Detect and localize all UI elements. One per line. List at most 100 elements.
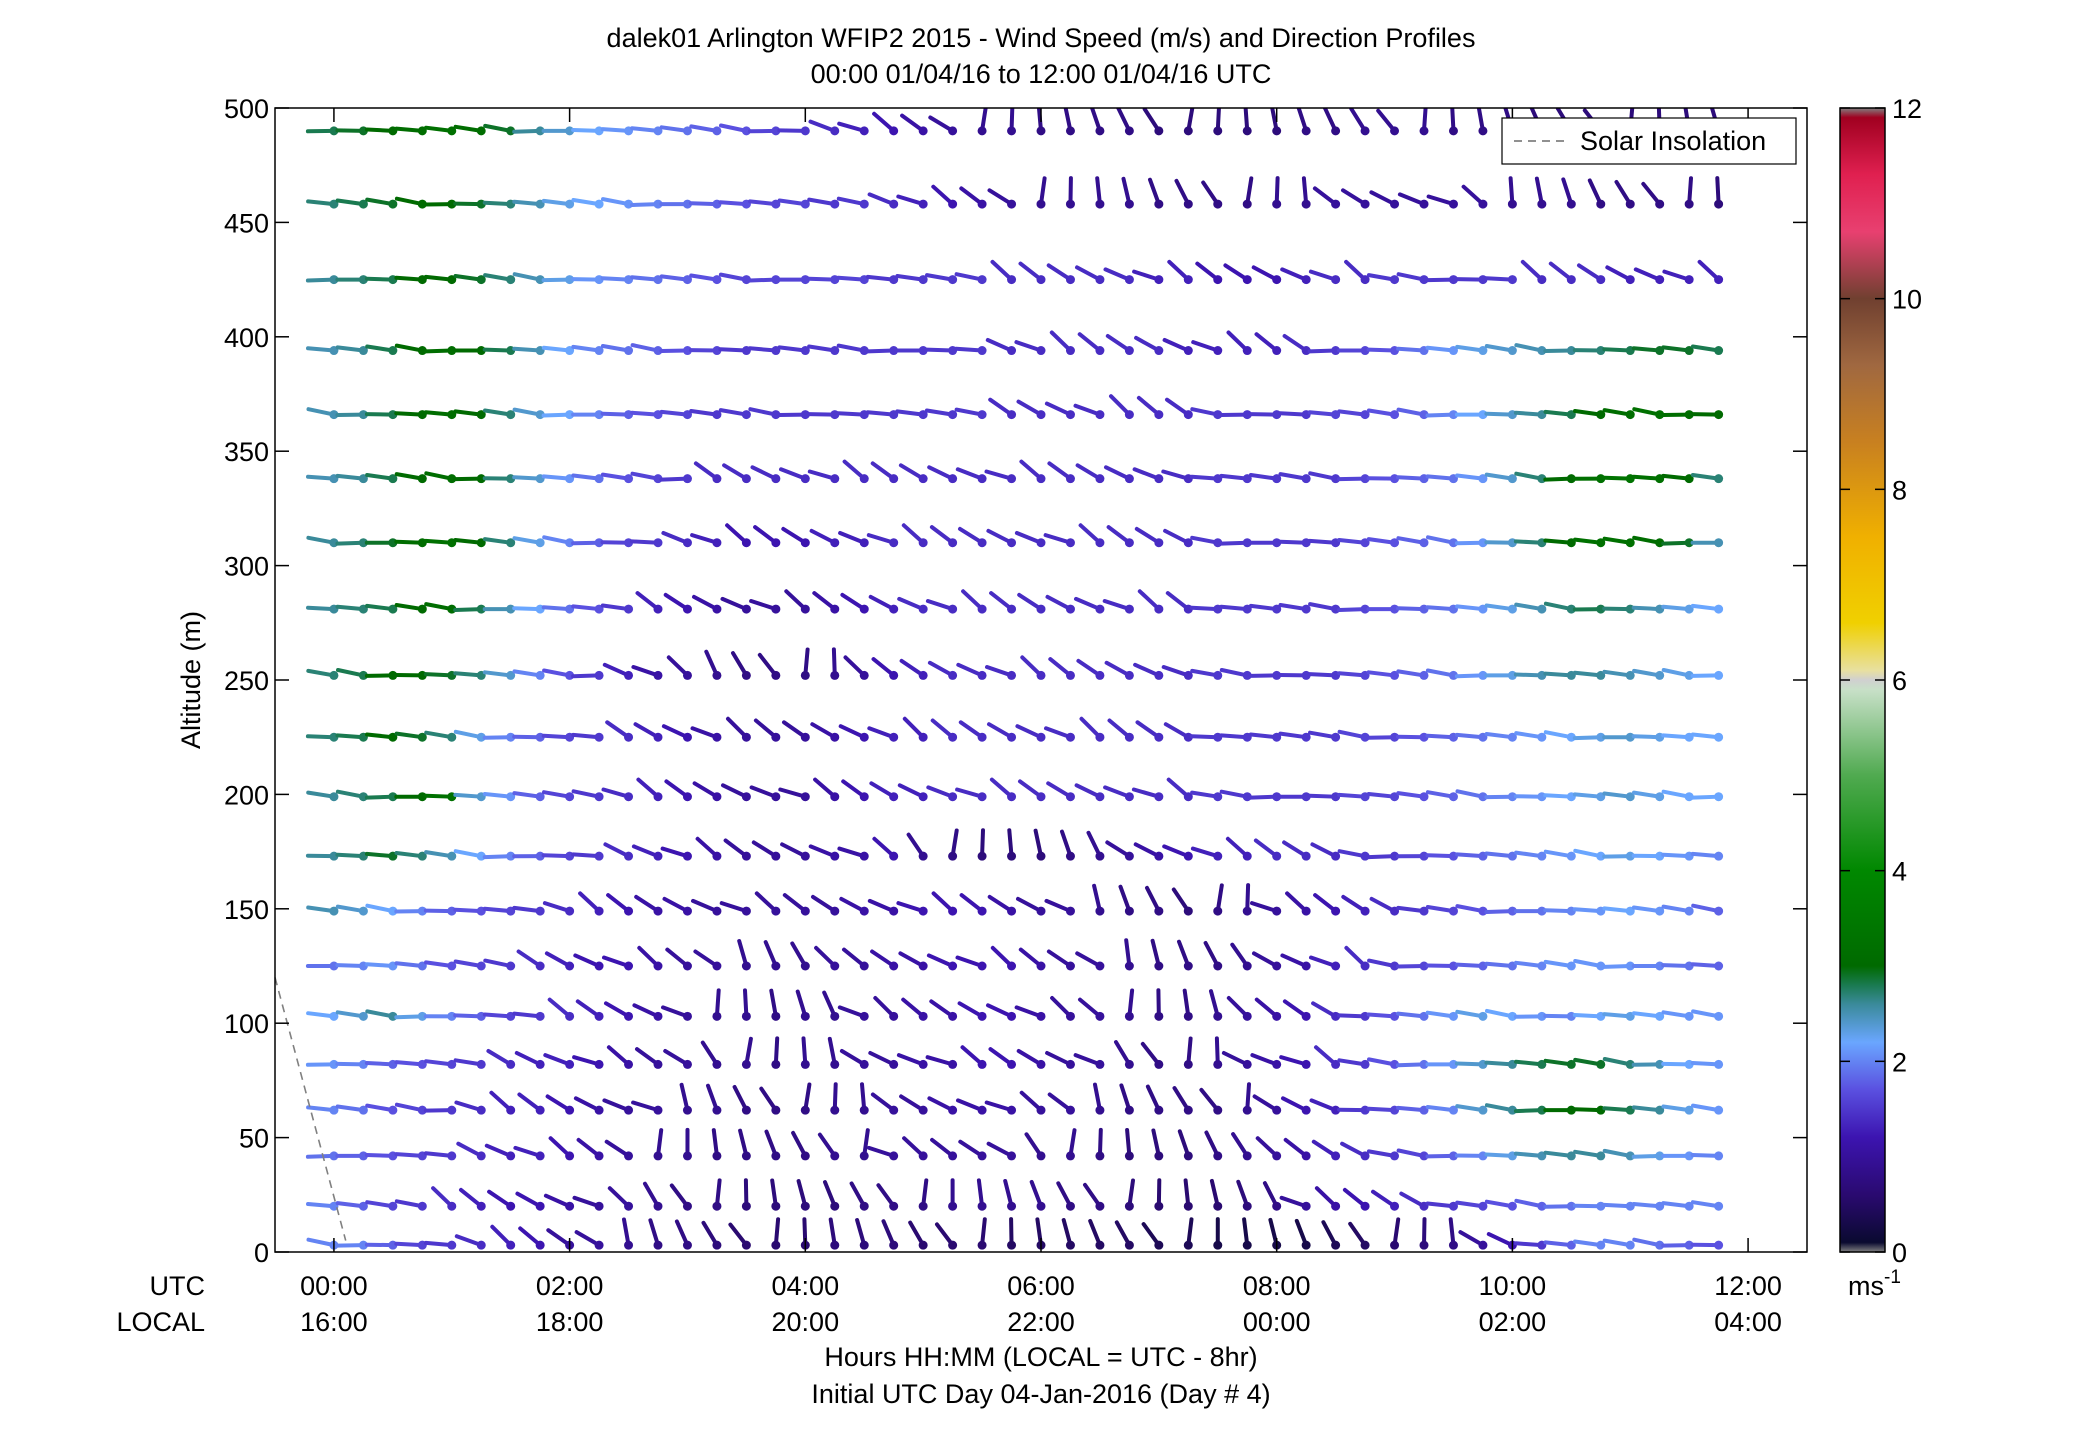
wind-barb-dot bbox=[1095, 1202, 1104, 1211]
wind-barb-dot bbox=[712, 852, 721, 861]
wind-barb-dot bbox=[1125, 852, 1134, 861]
wind-barb-dot bbox=[1095, 1151, 1104, 1160]
y-tick-label: 100 bbox=[224, 1009, 269, 1039]
wind-barb-dot bbox=[801, 1060, 810, 1069]
wind-barb-dot bbox=[1243, 1202, 1252, 1211]
wind-barb-dot bbox=[1213, 1060, 1222, 1069]
wind-barb-dot bbox=[1037, 605, 1046, 614]
wind-barb-dot bbox=[624, 671, 633, 680]
wind-barb-dot bbox=[683, 907, 692, 916]
wind-barb-dot bbox=[683, 1241, 692, 1250]
wind-barb-dot bbox=[860, 605, 869, 614]
wind-barb-dot bbox=[801, 538, 810, 547]
y-tick-label: 250 bbox=[224, 666, 269, 696]
wind-barb-dot bbox=[1066, 1060, 1075, 1069]
wind-barb-dot bbox=[830, 1106, 839, 1115]
wind-barb-dot bbox=[860, 733, 869, 742]
wind-barb-dot bbox=[1331, 200, 1340, 209]
wind-barb-dot bbox=[1243, 1151, 1252, 1160]
wind-barb-dot bbox=[1066, 474, 1075, 483]
wind-barb-dot bbox=[801, 1106, 810, 1115]
wind-barb-dot bbox=[830, 126, 839, 135]
y-tick-label: 300 bbox=[224, 552, 269, 582]
wind-barb-dot bbox=[1714, 733, 1723, 742]
wind-barb-dot bbox=[712, 1060, 721, 1069]
local-tick-label: 18:00 bbox=[536, 1307, 604, 1337]
wind-barb-dot bbox=[801, 792, 810, 801]
legend: Solar Insolation bbox=[1502, 118, 1796, 164]
wind-barb-dot bbox=[1537, 605, 1546, 614]
wind-barb-dot bbox=[1596, 275, 1605, 284]
wind-barb-dot bbox=[1007, 792, 1016, 801]
wind-barb-dot bbox=[565, 1106, 574, 1115]
wind-barb-dot bbox=[889, 1060, 898, 1069]
utc-row-label: UTC bbox=[150, 1271, 206, 1301]
wind-barb-dot bbox=[919, 1012, 928, 1021]
wind-barb-dot bbox=[683, 1012, 692, 1021]
wind-barb-dot bbox=[1184, 410, 1193, 419]
wind-barb-dot bbox=[712, 126, 721, 135]
wind-barb-dot bbox=[771, 538, 780, 547]
wind-barb-dot bbox=[595, 907, 604, 916]
wind-barb-dot bbox=[919, 538, 928, 547]
wind-barb-dot bbox=[1213, 1012, 1222, 1021]
wind-barb-dot bbox=[712, 605, 721, 614]
wind-barb-dot bbox=[1095, 792, 1104, 801]
wind-barb-dot bbox=[1095, 346, 1104, 355]
wind-barb-dot bbox=[1420, 126, 1429, 135]
wind-barb-dot bbox=[1184, 126, 1193, 135]
wind-barb-dot bbox=[801, 733, 810, 742]
wind-barb-dot bbox=[830, 1012, 839, 1021]
wind-barb-dot bbox=[1095, 126, 1104, 135]
colorbar-tick-label: 12 bbox=[1892, 94, 1922, 124]
wind-barb-dot bbox=[1243, 126, 1252, 135]
wind-barb-dot bbox=[1449, 200, 1458, 209]
x-axis-label-line1: Hours HH:MM (LOCAL = UTC - 8hr) bbox=[824, 1342, 1257, 1372]
wind-barb-dot bbox=[771, 474, 780, 483]
wind-barb-dot bbox=[919, 962, 928, 971]
wind-barb-dot bbox=[1095, 962, 1104, 971]
wind-barb-dot bbox=[477, 1151, 486, 1160]
wind-barb-dot bbox=[1037, 1106, 1046, 1115]
wind-barb-dot bbox=[919, 200, 928, 209]
wind-barb-dot bbox=[1125, 410, 1134, 419]
wind-barb-dot bbox=[712, 962, 721, 971]
wind-barb-dot bbox=[742, 1151, 751, 1160]
wind-barb-dot bbox=[948, 733, 957, 742]
wind-barb-dot bbox=[1125, 605, 1134, 614]
wind-barb-dot bbox=[1154, 852, 1163, 861]
wind-barb-dot bbox=[1714, 346, 1723, 355]
colorbar-tick-label: 4 bbox=[1892, 857, 1907, 887]
wind-barb-dot bbox=[1184, 200, 1193, 209]
wind-barb-dot bbox=[1154, 1241, 1163, 1250]
wind-barb-dot bbox=[948, 200, 957, 209]
wind-barb-dot bbox=[830, 200, 839, 209]
wind-barb-dot bbox=[506, 962, 515, 971]
wind-barb-dot bbox=[1626, 410, 1635, 419]
wind-barb-dot bbox=[1213, 907, 1222, 916]
wind-barb-dot bbox=[1361, 200, 1370, 209]
wind-barb-dot bbox=[1714, 907, 1723, 916]
wind-barb-dot bbox=[948, 1241, 957, 1250]
wind-barb-dot bbox=[1095, 1060, 1104, 1069]
wind-barb-dot bbox=[948, 605, 957, 614]
wind-barb-dot bbox=[1478, 1012, 1487, 1021]
wind-barb-dot bbox=[1302, 275, 1311, 284]
wind-barb-dot bbox=[595, 200, 604, 209]
wind-barb-dot bbox=[801, 1202, 810, 1211]
wind-barb-dot bbox=[1331, 1151, 1340, 1160]
wind-barb-dot bbox=[712, 1106, 721, 1115]
wind-barb-dot bbox=[742, 1241, 751, 1250]
wind-barb-dot bbox=[860, 200, 869, 209]
wind-barb-dot bbox=[1390, 126, 1399, 135]
wind-barb-dot bbox=[1272, 275, 1281, 284]
wind-barb-dot bbox=[978, 474, 987, 483]
wind-barb-dot bbox=[1714, 962, 1723, 971]
local-row-label: LOCAL bbox=[116, 1307, 205, 1337]
wind-barb-dot bbox=[1007, 275, 1016, 284]
y-tick-label: 500 bbox=[224, 94, 269, 124]
wind-barb-dot bbox=[742, 1202, 751, 1211]
wind-barb-dot bbox=[712, 792, 721, 801]
